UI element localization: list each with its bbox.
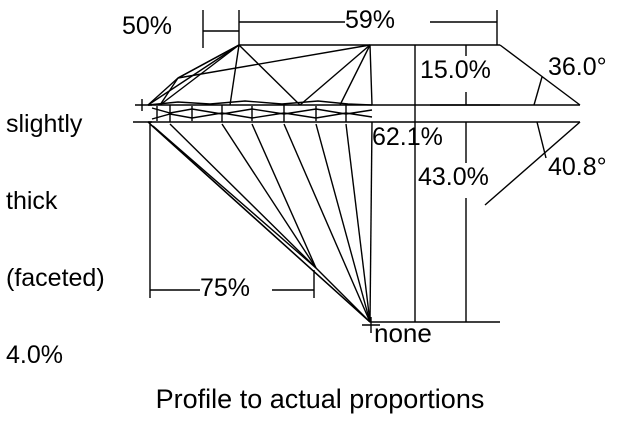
label-lower-half-length: 75% <box>200 274 251 302</box>
label-pavilion-depth: 43.0% <box>418 163 489 191</box>
pavilion-facet-3 <box>169 123 317 269</box>
label-culet: none <box>374 318 432 348</box>
label-crown-angle: 36.0° <box>548 53 607 81</box>
girdle-scallop-lower <box>151 112 373 120</box>
girdle-note-line-3: (faceted) <box>6 264 105 292</box>
crown-facets <box>147 44 373 106</box>
angle-36-arc-tick <box>533 76 543 106</box>
girdle-note-line-4: 4.0% <box>6 341 63 369</box>
pavilion-facet-4 <box>221 123 317 269</box>
pavilion-facet-2b <box>315 267 371 323</box>
pavilion-facet-2 <box>152 125 317 269</box>
angle-indicator-group <box>484 44 581 206</box>
angle-408-hypotenuse <box>484 121 581 206</box>
label-girdle-note: slightly thick (faceted) 4.0% <box>6 60 105 419</box>
crown-right-slope <box>369 44 373 106</box>
girdle-band <box>148 104 373 123</box>
dimension-top-group <box>202 10 498 48</box>
culet-mark <box>362 317 380 333</box>
pavilion-facets <box>149 123 371 323</box>
crown-facet-b1 <box>238 44 301 106</box>
girdle-note-line-1: slightly <box>6 110 83 138</box>
crown-facet-a6 <box>177 44 240 79</box>
girdle-left-ticks <box>133 99 152 123</box>
crown-girdle-edge <box>147 100 373 106</box>
girdle-note-line-2: thick <box>6 187 58 215</box>
diagram-caption: Profile to actual proportions <box>155 384 485 414</box>
pavilion-facet-8 <box>345 123 371 323</box>
label-table-left-offset: 50% <box>122 12 173 40</box>
angle-36-hypotenuse <box>499 44 581 106</box>
pavilion-facet-1 <box>149 123 371 323</box>
pavilion-right-edge <box>369 121 373 323</box>
dimension-right-group <box>370 44 500 323</box>
crown-facet-a4 <box>147 77 179 106</box>
dimension-75-group <box>149 122 315 298</box>
crown-facet-a5 <box>159 77 179 106</box>
girdle-scallop-upper <box>151 107 373 115</box>
label-pavilion-angle: 40.8° <box>548 153 607 181</box>
label-total-depth: 62.1% <box>372 123 443 151</box>
label-table-width: 59% <box>345 6 396 34</box>
pavilion-facet-7 <box>315 123 371 323</box>
angle-408-arc-tick <box>536 121 547 159</box>
crown-outline <box>147 44 373 106</box>
crown-facet-b2 <box>299 44 371 106</box>
crown-facet-a2 <box>229 44 240 106</box>
label-crown-height: 15.0% <box>420 56 491 84</box>
pavilion-facet-5 <box>251 123 317 269</box>
crown-facet-b4 <box>177 44 371 79</box>
crown-facet-b3 <box>339 44 371 106</box>
pavilion-facet-6 <box>283 123 371 323</box>
